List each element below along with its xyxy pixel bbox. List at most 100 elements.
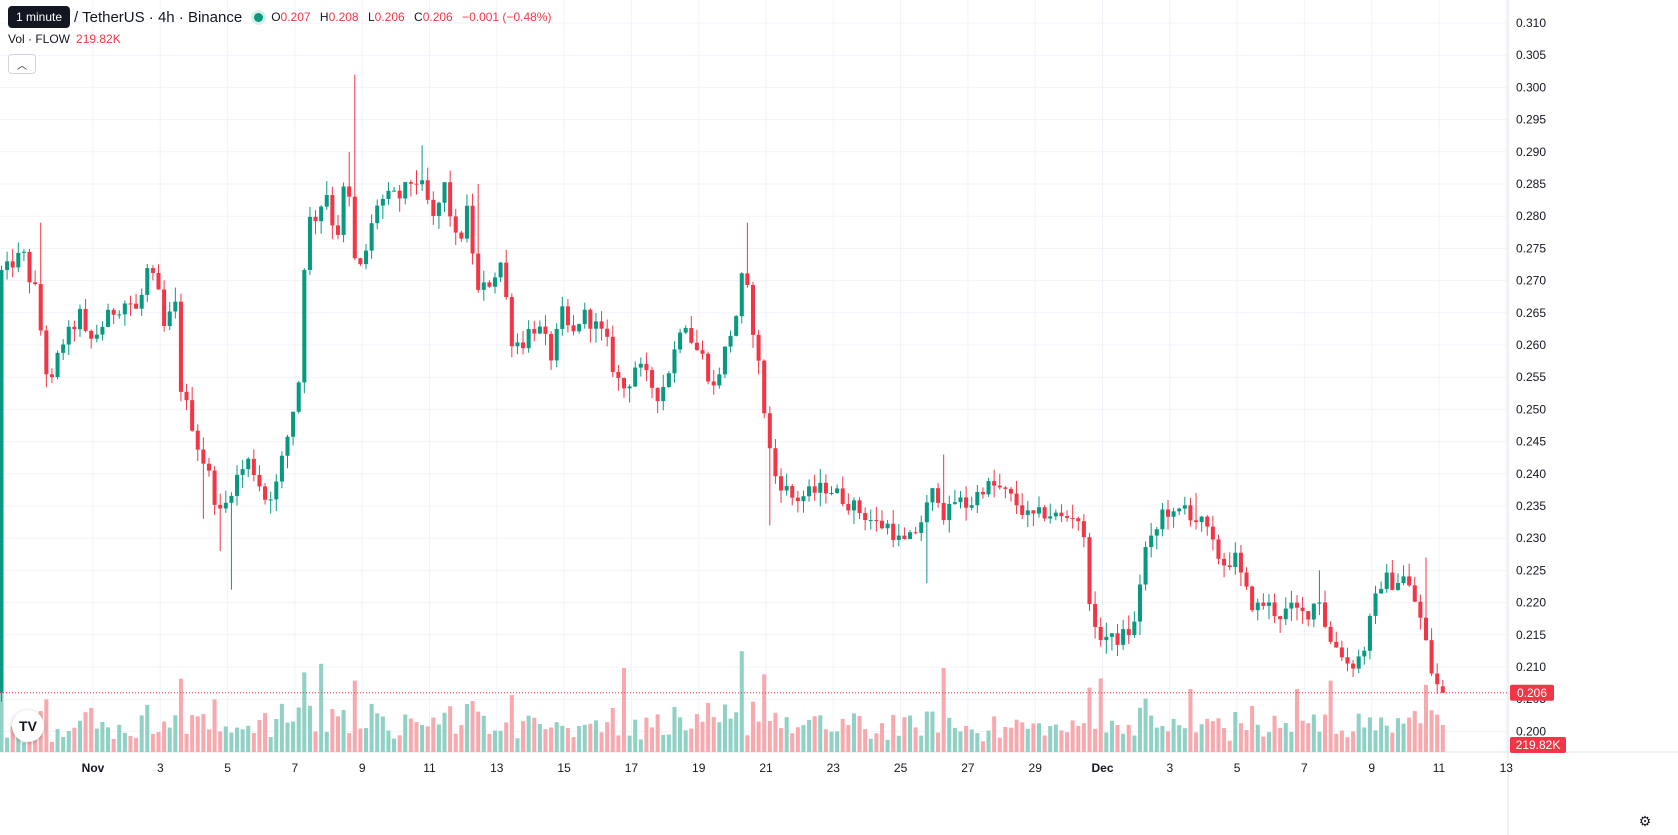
volume-bar <box>1278 727 1283 752</box>
candle-body <box>296 382 301 412</box>
candle-body <box>481 282 486 290</box>
candle-body <box>117 314 122 316</box>
last-volume-tag <box>1510 737 1566 753</box>
candle-body <box>1233 552 1238 568</box>
time-tick-label: 23 <box>827 761 841 775</box>
candle-body <box>431 199 436 216</box>
volume-bar <box>554 722 559 752</box>
collapse-legend-button[interactable]: ︿ <box>8 54 36 74</box>
volume-bar <box>1351 731 1356 752</box>
candle-body <box>184 391 189 401</box>
volume-bar <box>795 727 800 752</box>
volume-bar <box>1048 726 1053 752</box>
candle-body <box>1351 663 1356 669</box>
volume-bar <box>257 720 262 752</box>
candle-body <box>1345 657 1350 664</box>
volume-bar <box>392 738 397 752</box>
candle-body <box>823 482 828 494</box>
candle-body <box>1300 607 1305 612</box>
candle-body <box>1205 516 1210 527</box>
candle-body <box>5 261 10 270</box>
candle-body <box>341 186 346 235</box>
volume-bar <box>5 737 10 752</box>
volume-bar <box>1283 723 1288 752</box>
volume-label[interactable]: Vol · FLOW <box>8 32 71 46</box>
time-tick-label: 21 <box>759 761 773 775</box>
volume-bar <box>1379 717 1384 752</box>
candle-body <box>212 470 217 505</box>
volume-bar <box>380 716 385 752</box>
symbol-title[interactable]: / TetherUS · 4h · Binance <box>74 8 243 26</box>
volume-bar <box>1401 723 1406 752</box>
volume-bar <box>240 729 245 752</box>
candle-body <box>885 523 890 529</box>
volume-bar <box>1266 732 1271 752</box>
volume-bar <box>571 737 576 752</box>
candle-body <box>1429 640 1434 674</box>
volume-bar <box>509 695 514 752</box>
tradingview-logo-icon[interactable]: TV <box>12 710 44 742</box>
candle-body <box>560 306 565 329</box>
volume-bar <box>835 731 840 752</box>
candle-body <box>868 520 873 522</box>
volume-bar <box>167 727 172 752</box>
candle-body <box>734 316 739 336</box>
volume-bar <box>734 712 739 752</box>
candle-body <box>1025 510 1030 515</box>
candle-body <box>947 503 952 521</box>
volume-bar <box>1053 724 1058 752</box>
settings-gear-icon[interactable]: ⚙ <box>1638 812 1652 829</box>
candle-body <box>352 196 357 259</box>
volume-bar <box>1182 728 1187 752</box>
candle-body <box>1294 602 1300 608</box>
time-tick-label: Nov <box>82 761 105 775</box>
candle-body <box>1053 512 1058 517</box>
volume-bar <box>504 722 509 752</box>
last-volume-label: 219.82K <box>1516 738 1561 752</box>
candle-body <box>1171 511 1176 517</box>
candle-body <box>1031 510 1036 514</box>
price-tick-label: 0.240 <box>1516 467 1546 481</box>
candle-body <box>756 334 761 361</box>
volume-value: 219.82K <box>76 32 121 46</box>
candle-body <box>240 469 245 475</box>
candle-body <box>1323 602 1328 627</box>
candle-body <box>1311 603 1316 620</box>
candle-body <box>1188 505 1193 521</box>
volume-bar <box>89 707 94 752</box>
open-label: O <box>271 10 281 24</box>
candle-body <box>268 499 273 501</box>
candle-body <box>980 491 985 495</box>
volume-bar <box>61 737 66 752</box>
candle-body <box>694 342 699 351</box>
volume-bar <box>812 716 817 752</box>
candle-body <box>89 330 94 339</box>
volume-bar <box>891 714 896 752</box>
volume-bar <box>1137 707 1142 752</box>
volume-bar <box>1216 718 1221 752</box>
candle-body <box>795 497 800 502</box>
volume-bar <box>33 730 38 752</box>
candle-body <box>835 488 840 493</box>
candle-body <box>206 463 211 471</box>
candle-body <box>526 329 531 349</box>
volume-bar <box>863 729 868 752</box>
candle-body <box>1418 601 1423 618</box>
candle-body <box>1412 585 1417 602</box>
candle-body <box>711 381 716 386</box>
volume-bar <box>246 725 251 752</box>
candle-body <box>1182 505 1187 509</box>
candle-body <box>633 367 638 387</box>
candle-body <box>627 386 632 389</box>
volume-bar <box>756 721 761 752</box>
candle-body <box>1210 526 1215 540</box>
time-tick-label: 11 <box>423 761 436 775</box>
volume-bar <box>532 717 537 752</box>
candle-body <box>807 486 812 497</box>
candle-body <box>1222 558 1227 566</box>
volume-bar <box>403 714 408 752</box>
candle-body <box>1435 673 1440 685</box>
volume-bar <box>1345 737 1350 752</box>
time-tick-label: 3 <box>1166 761 1173 775</box>
